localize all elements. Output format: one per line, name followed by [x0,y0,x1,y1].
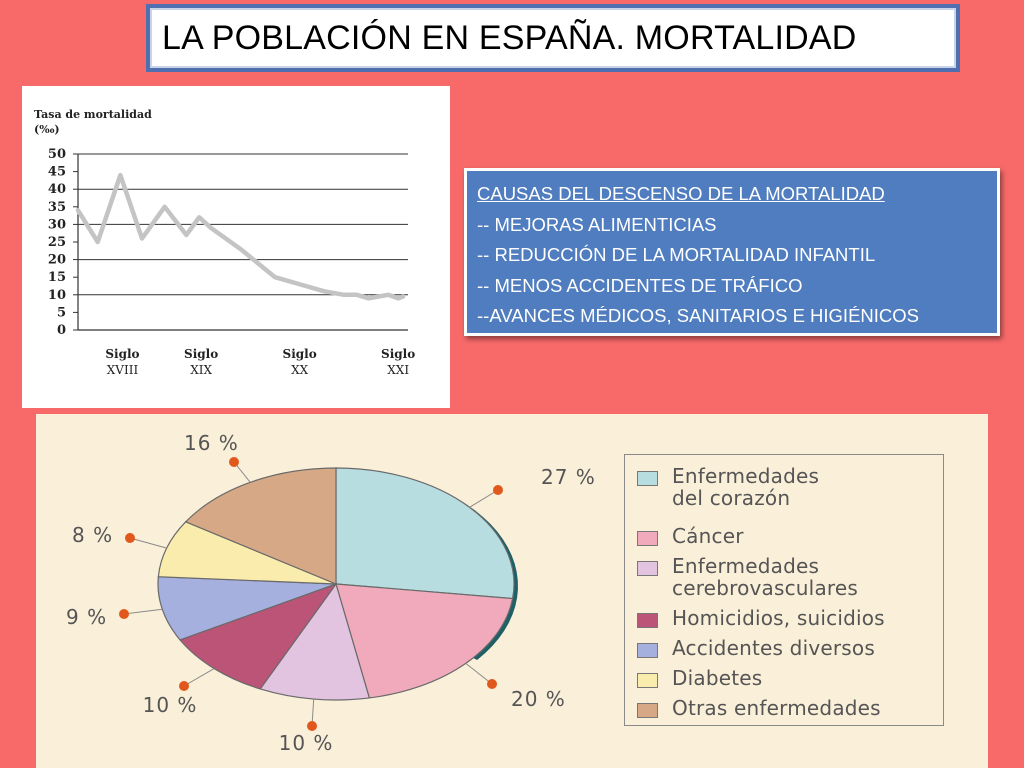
legend-swatch [637,643,658,658]
y-tick-label: 0 [57,323,66,338]
pie-percent-label: 20 % [511,687,566,711]
pie-percent-label: 27 % [541,465,596,489]
causes-heading: CAUSAS DEL DESCENSO DE LA MORTALIDAD [477,179,987,210]
x-tick-label: XX [291,363,309,377]
pie-leader-dot [119,609,129,619]
legend-item: Enfermedades cerebrovasculares [637,555,858,599]
pie-percent-label: 8 % [72,523,113,547]
legend-swatch [637,531,658,546]
x-tick-label: Siglo [381,347,415,361]
y-tick-label: 20 [48,253,66,268]
x-tick-label: XVIII [107,363,139,377]
x-tick-label: Siglo [283,347,317,361]
legend-label: Accidentes diversos [672,637,875,659]
causes-box: CAUSAS DEL DESCENSO DE LA MORTALIDAD -- … [464,168,1000,336]
line-chart: Tasa de mortalidad (‰) 0 5 10 15 20 25 30 35 40 45 5… [22,86,450,408]
pie-leader-dot [179,681,189,691]
pie-slice [336,468,514,599]
cause-item-4: --AVANCES MÉDICOS, SANITARIOS E HIGIÉNIC… [477,301,987,332]
legend-swatch [637,471,658,486]
y-tick-label: 45 [48,165,66,180]
x-tick-label: Siglo [105,347,139,361]
y-tick-label: 35 [48,200,66,215]
pie-percent-label: 10 % [143,693,198,717]
y-tick-label: 30 [48,217,66,232]
cause-item-2: -- REDUCCIÓN DE LA MORTALIDAD INFANTIL [477,240,987,271]
legend-swatch [637,673,658,688]
pie-leader-dot [487,679,497,689]
legend-label: Diabetes [672,667,762,689]
series-line-mortality [78,175,403,298]
pie-percent-label: 16 % [184,431,239,455]
y-tick-label: 10 [48,288,66,303]
legend-label: Homicidios, suicidios [672,607,885,629]
legend-label: Otras enfermedades [672,697,881,719]
x-tick-label: XIX [190,363,212,377]
legend-label: Enfermedades del corazón [672,465,819,509]
legend-label: Enfermedades cerebrovasculares [672,555,858,599]
x-tick-label: XXI [387,363,409,377]
y-axis-label: Tasa de mortalidad [34,108,152,121]
pie-legend: Enfermedades del corazón Cáncer Enfermedad… [624,454,944,726]
legend-item: Accidentes diversos [637,637,875,659]
legend-item: Cáncer [637,525,744,547]
legend-item: Diabetes [637,667,762,689]
pie-leader-line [124,609,162,614]
y-tick-label: 5 [57,305,66,320]
y-axis-label: (‰) [34,123,60,136]
legend-label: Cáncer [672,525,744,547]
y-tick-label: 40 [48,182,66,197]
pie-leader-dot [307,721,317,731]
legend-swatch [637,561,658,576]
y-tick-label: 15 [48,270,66,285]
pie-chart-panel: 27 % 20 % 10 % 10 % 9 % 8 % 16 % Enfermedades … [36,414,988,768]
pie-percent-label: 10 % [279,731,334,755]
pie-leader-dot [229,457,239,467]
y-tick-label: 25 [48,235,66,250]
legend-item: Otras enfermedades [637,697,881,719]
y-tick-label: 50 [48,147,66,162]
pie-leader-line [184,669,214,686]
page-title: LA POBLACIÓN EN ESPAÑA. MORTALIDAD [162,19,857,58]
pie-leader-line [466,663,492,684]
pie-percent-label: 9 % [66,605,107,629]
title-box: LA POBLACIÓN EN ESPAÑA. MORTALIDAD [146,4,960,72]
x-tick-label: Siglo [184,347,218,361]
pie-leader-line [130,538,167,548]
legend-item: Enfermedades del corazón [637,465,819,509]
pie-leader-dot [125,533,135,543]
legend-item: Homicidios, suicidios [637,607,885,629]
cause-item-3: -- MENOS ACCIDENTES DE TRÁFICO [477,271,987,302]
legend-swatch [637,613,658,628]
cause-item-1: -- MEJORAS ALIMENTICIAS [477,210,987,241]
pie-leader-dot [493,485,503,495]
line-chart-panel: Tasa de mortalidad (‰) 0 5 10 15 20 25 30 35 40 45 5… [22,86,450,408]
legend-swatch [637,703,658,718]
